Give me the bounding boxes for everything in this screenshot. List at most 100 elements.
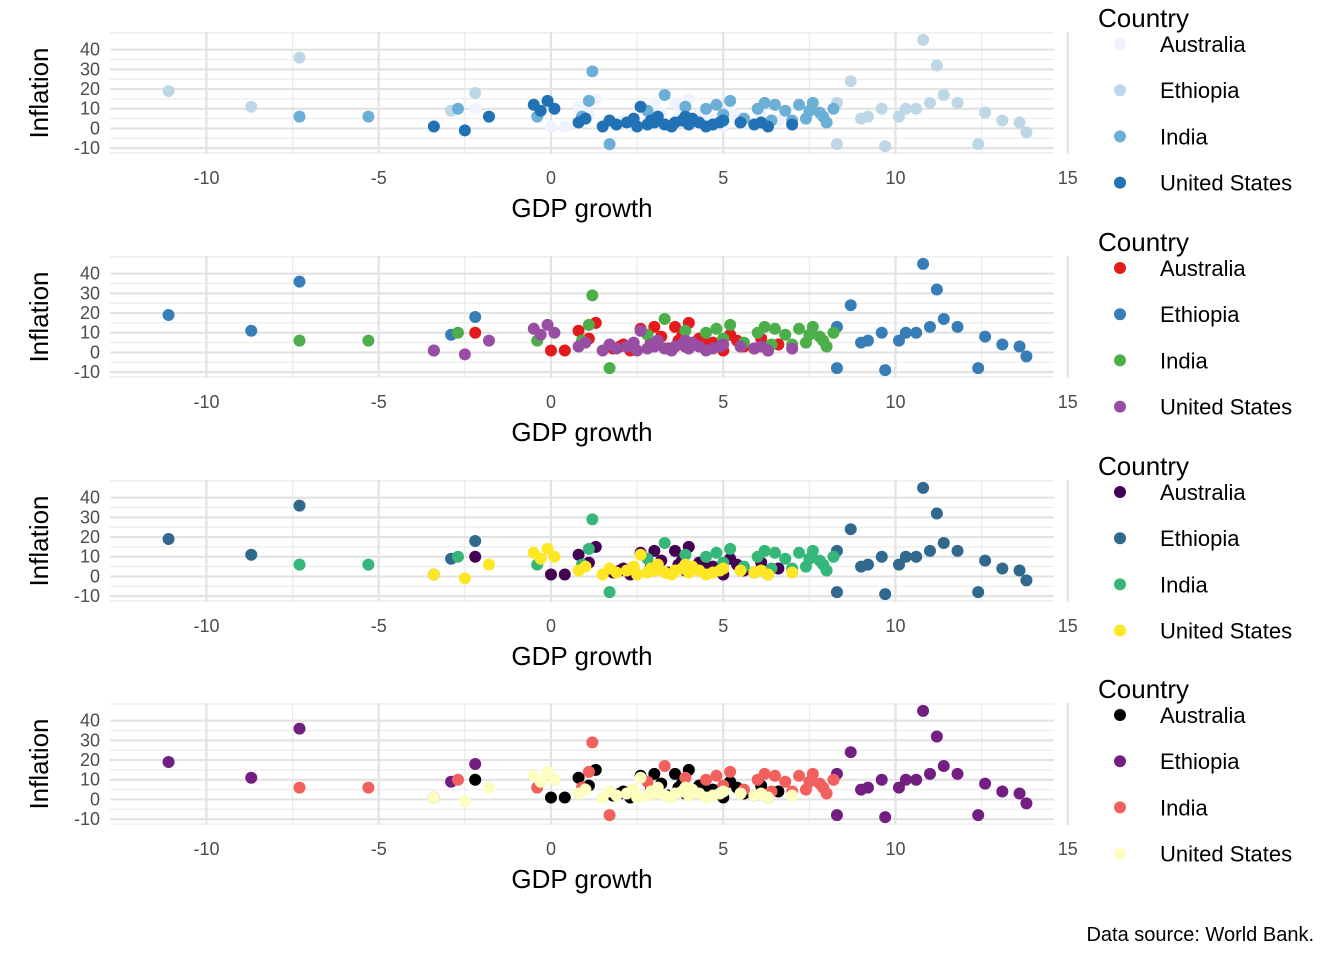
point-ethiopia xyxy=(1020,797,1033,810)
point-ethiopia xyxy=(910,773,923,786)
point-ethiopia xyxy=(861,558,874,571)
x-tick-label: 5 xyxy=(718,616,728,636)
point-ethiopia xyxy=(245,548,258,561)
point-australia xyxy=(469,326,482,339)
x-tick-label: -5 xyxy=(371,392,387,412)
point-ethiopia xyxy=(996,338,1009,351)
point-ethiopia xyxy=(469,535,482,547)
x-tick-label: 5 xyxy=(718,392,728,412)
y-tick-label: 20 xyxy=(80,527,100,547)
x-tick-label: 5 xyxy=(718,839,728,859)
point-india xyxy=(679,548,692,561)
point-ethiopia xyxy=(844,299,857,312)
points xyxy=(162,481,1033,601)
point-united-states xyxy=(610,118,623,131)
x-axis-title: GDP growth xyxy=(511,641,652,671)
point-india xyxy=(700,102,713,115)
legend-title: Country xyxy=(1098,674,1189,704)
legend-key xyxy=(1114,308,1126,321)
point-united-states xyxy=(458,348,471,361)
point-india xyxy=(827,326,840,339)
point-united-states xyxy=(427,568,440,581)
point-ethiopia xyxy=(937,536,950,549)
x-tick-label: 10 xyxy=(886,392,906,412)
point-ethiopia xyxy=(972,809,985,822)
y-tick-label: 30 xyxy=(80,59,100,79)
point-united-states xyxy=(631,791,644,804)
point-australia xyxy=(648,96,661,109)
legend-label: Australia xyxy=(1160,32,1246,57)
point-australia xyxy=(558,791,571,804)
point-ethiopia xyxy=(162,533,175,546)
point-ethiopia xyxy=(899,773,912,786)
y-tick-label: 0 xyxy=(90,566,100,586)
point-united-states xyxy=(427,120,440,133)
point-united-states xyxy=(548,102,561,115)
legend-label: Australia xyxy=(1160,256,1246,281)
point-united-states xyxy=(734,340,747,353)
point-australia xyxy=(469,102,482,115)
point-india xyxy=(779,552,792,565)
point-united-states xyxy=(713,787,726,800)
legend-label: Ethiopia xyxy=(1160,526,1240,551)
point-ethiopia xyxy=(917,481,930,494)
point-australia xyxy=(669,544,682,557)
point-united-states xyxy=(534,775,547,788)
point-india xyxy=(724,542,737,555)
point-united-states xyxy=(610,789,623,802)
point-india xyxy=(700,326,713,339)
point-united-states xyxy=(786,342,799,355)
point-india xyxy=(806,320,819,333)
legend-key xyxy=(1114,84,1126,97)
point-united-states xyxy=(679,110,692,123)
legend-key xyxy=(1114,801,1126,814)
point-united-states xyxy=(713,116,726,129)
y-tick-label: 30 xyxy=(80,283,100,303)
point-india xyxy=(779,104,792,117)
legend-label: Ethiopia xyxy=(1160,749,1240,774)
legend-label: United States xyxy=(1160,171,1292,196)
point-ethiopia xyxy=(930,59,943,72)
point-ethiopia xyxy=(469,311,482,323)
legend-label: United States xyxy=(1160,619,1292,644)
point-ethiopia xyxy=(245,324,258,337)
point-australia xyxy=(572,324,585,337)
point-united-states xyxy=(631,344,644,357)
point-ethiopia xyxy=(996,785,1009,798)
y-tick-label: 40 xyxy=(80,488,100,508)
point-ethiopia xyxy=(830,586,843,599)
point-united-states xyxy=(579,783,592,796)
legend-label: United States xyxy=(1160,395,1292,420)
y-tick-label: -10 xyxy=(74,809,100,829)
point-united-states xyxy=(651,781,664,794)
point-united-states xyxy=(458,795,471,808)
x-tick-label: -10 xyxy=(193,392,219,412)
point-india xyxy=(758,544,771,557)
point-india xyxy=(362,110,375,123)
x-axis-title: GDP growth xyxy=(511,193,652,223)
point-india xyxy=(582,94,595,107)
y-tick-label: 40 xyxy=(80,40,100,60)
point-ethiopia xyxy=(910,550,923,563)
point-ethiopia xyxy=(930,507,943,520)
y-axis-title: Inflation xyxy=(24,718,54,809)
point-india xyxy=(793,98,806,111)
x-tick-label: 15 xyxy=(1058,392,1078,412)
x-tick-label: 10 xyxy=(886,839,906,859)
point-united-states xyxy=(679,781,692,794)
point-ethiopia xyxy=(937,759,950,772)
point-india xyxy=(768,546,781,559)
point-united-states xyxy=(458,572,471,585)
y-tick-label: 40 xyxy=(80,264,100,284)
point-ethiopia xyxy=(892,334,905,347)
major-gridlines xyxy=(110,256,1069,378)
point-ethiopia xyxy=(951,96,964,109)
point-ethiopia xyxy=(892,110,905,123)
point-ethiopia xyxy=(899,550,912,563)
y-tick-label: 30 xyxy=(80,730,100,750)
point-ethiopia xyxy=(917,257,930,270)
point-india xyxy=(710,769,723,782)
legend-title: Country xyxy=(1098,3,1189,33)
y-tick-label: 20 xyxy=(80,303,100,323)
